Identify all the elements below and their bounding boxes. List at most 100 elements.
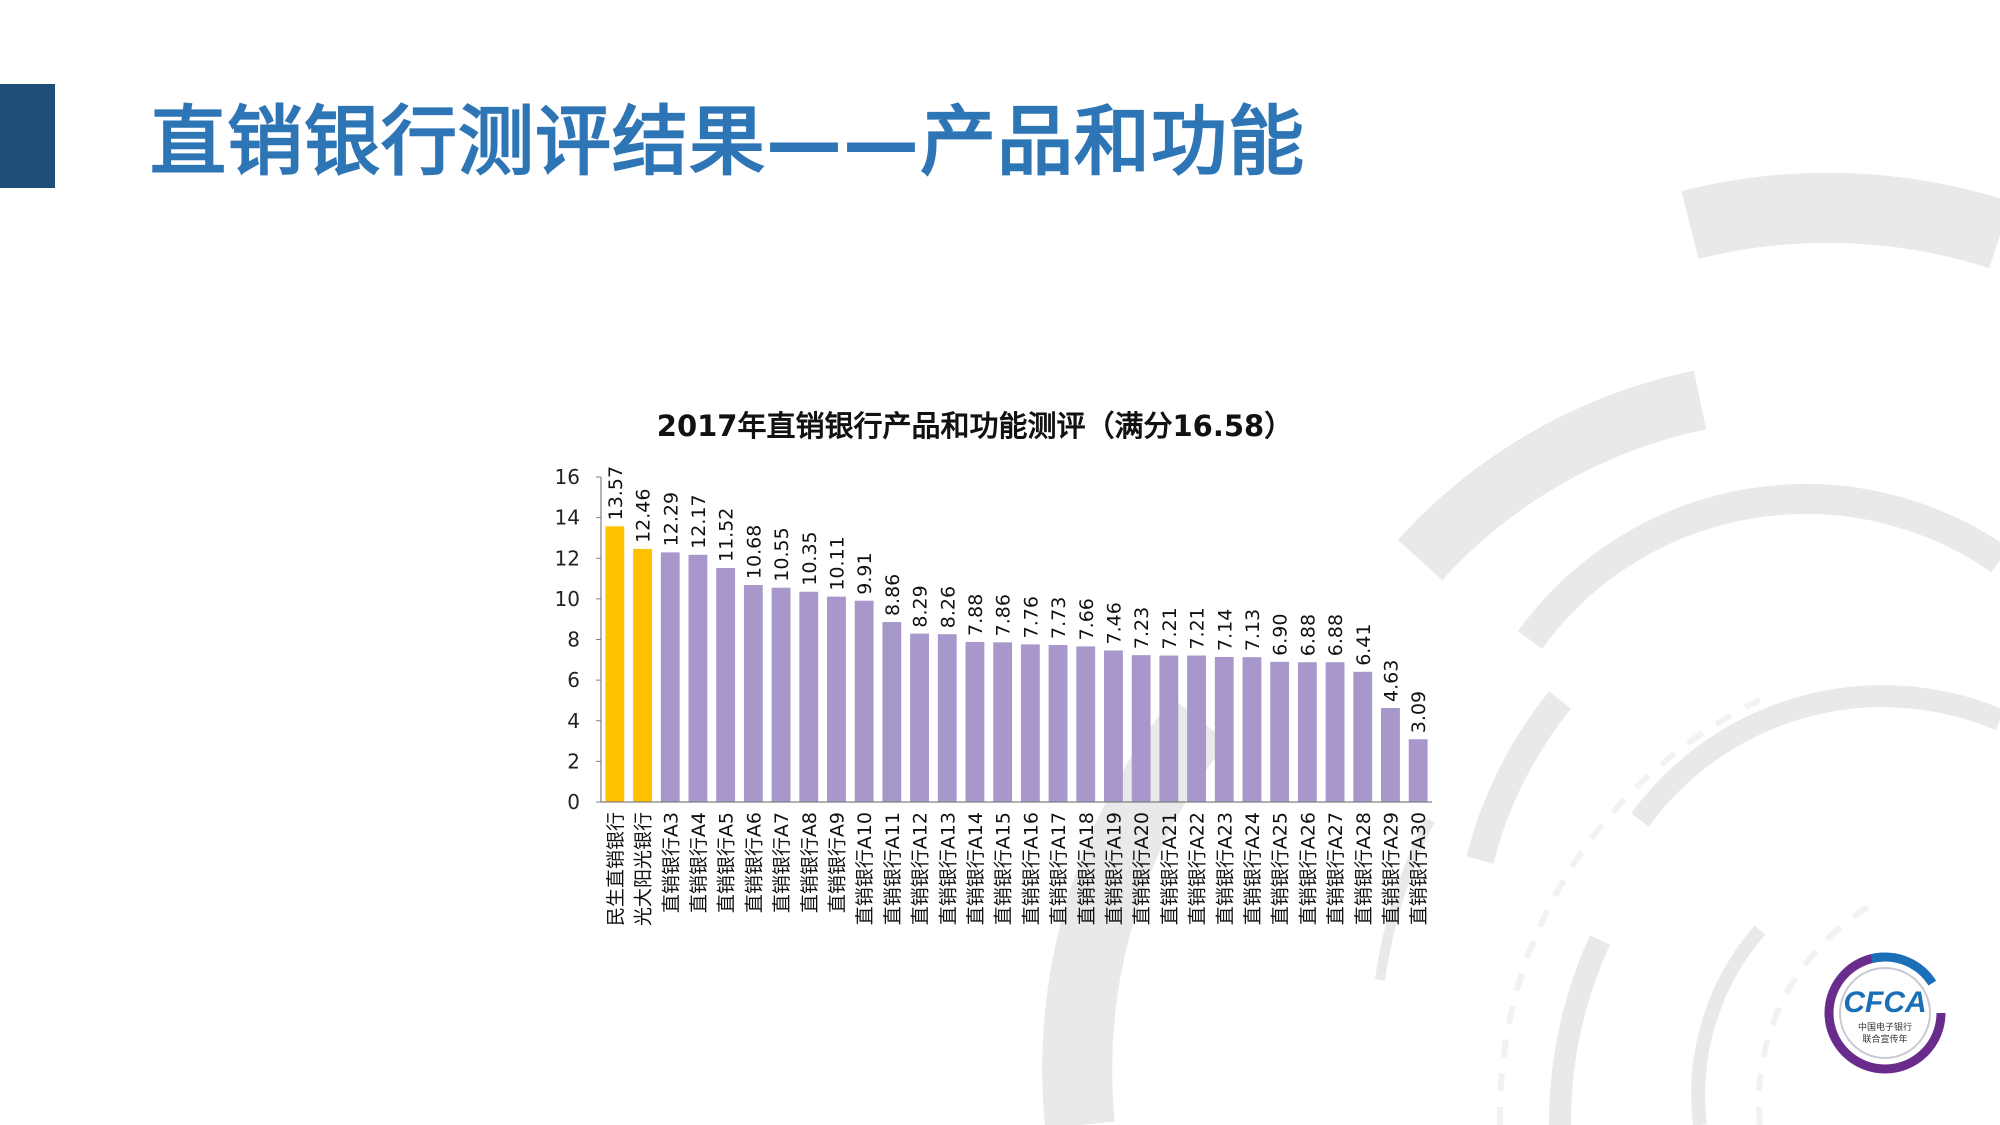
- data-label: 7.23: [1131, 607, 1153, 649]
- y-tick-label: 8: [567, 628, 580, 652]
- bar: [1325, 662, 1345, 802]
- category-label: 直销银行A21: [1159, 812, 1181, 925]
- category-label: 直销银行A29: [1380, 812, 1402, 925]
- page-title: 直销银行测评结果——产品和功能: [150, 97, 1305, 186]
- category-label: 直销银行A22: [1187, 812, 1209, 925]
- bar: [993, 642, 1013, 802]
- bar: [827, 596, 846, 802]
- bar: [1131, 655, 1151, 802]
- data-label: 12.46: [633, 489, 655, 543]
- bar: [799, 591, 819, 802]
- bar: [1381, 707, 1400, 802]
- bar: [1408, 739, 1428, 802]
- bar: [1353, 671, 1373, 802]
- data-label: 10.35: [799, 531, 821, 585]
- y-tick-label: 16: [555, 465, 580, 489]
- category-label: 直销银行A3: [660, 812, 682, 913]
- category-label: 直销银行A19: [1103, 812, 1125, 925]
- category-label: 民生直销银行: [605, 812, 627, 926]
- category-label: 直销银行A12: [910, 812, 932, 925]
- cfca-logo: CFCA 中国电子银行 联合宣传年: [1824, 952, 1946, 1074]
- logo-text: CFCA: [1843, 986, 1926, 1019]
- bar: [1297, 662, 1317, 802]
- category-labels: 民生直销银行 光大阳光银行 直销银行A3 直销银行A4 直销银行A5 直销银行A6 直销银行…: [605, 812, 1430, 926]
- category-label: 直销银行A5: [716, 812, 738, 913]
- category-label: 直销银行A17: [1048, 812, 1070, 925]
- category-label: 光大阳光银行: [633, 812, 655, 926]
- bar: [1104, 650, 1123, 802]
- data-label: 7.21: [1187, 607, 1209, 649]
- data-label: 4.63: [1380, 660, 1402, 702]
- bar-series: [605, 526, 1428, 802]
- bar: [633, 548, 652, 802]
- data-label: 7.66: [1076, 598, 1098, 640]
- category-label: 直销银行A30: [1408, 812, 1430, 925]
- category-label: 直销银行A6: [743, 812, 765, 913]
- bar: [771, 587, 791, 802]
- data-label: 7.73: [1048, 597, 1070, 639]
- category-label: 直销银行A28: [1353, 812, 1375, 925]
- bar: [743, 585, 763, 802]
- category-label: 直销银行A24: [1242, 812, 1264, 925]
- y-axis-ticks: 0 2 4 6 8 10 12 14 16: [555, 465, 601, 814]
- category-label: 直销银行A26: [1297, 812, 1319, 925]
- y-tick-label: 10: [555, 587, 580, 611]
- y-tick-label: 2: [567, 749, 580, 773]
- data-label: 12.29: [660, 492, 682, 546]
- data-label: 7.76: [1020, 596, 1042, 638]
- y-tick-label: 12: [555, 546, 580, 570]
- bar: [660, 552, 680, 802]
- bar: [605, 526, 625, 802]
- category-label: 直销银行A11: [882, 812, 904, 925]
- bar: [965, 641, 985, 802]
- data-label: 8.26: [937, 586, 959, 628]
- data-label: 3.09: [1408, 691, 1430, 733]
- category-label: 直销银行A4: [688, 812, 710, 913]
- bar: [716, 568, 736, 802]
- data-label: 7.88: [965, 594, 987, 636]
- bar: [688, 554, 708, 802]
- category-label: 直销银行A25: [1270, 812, 1292, 925]
- logo-subtext-line2: 联合宣传年: [1862, 1033, 1907, 1045]
- bar: [1214, 656, 1234, 802]
- category-label: 直销银行A13: [937, 812, 959, 925]
- data-label: 8.29: [910, 585, 932, 627]
- data-label: 7.46: [1103, 602, 1125, 644]
- data-label: 7.14: [1214, 609, 1236, 651]
- data-label: 6.88: [1297, 614, 1319, 656]
- data-label: 6.41: [1353, 623, 1375, 665]
- y-tick-label: 4: [567, 709, 580, 733]
- bar: [937, 634, 957, 802]
- bar: [910, 633, 929, 802]
- bar: [882, 622, 902, 802]
- category-label: 直销银行A7: [771, 812, 793, 913]
- category-label: 直销银行A8: [799, 812, 821, 913]
- data-label: 9.91: [854, 552, 876, 594]
- data-labels: 13.57 12.46 12.29 12.17 11.52 10.68 10.55 10.35…: [605, 466, 1430, 733]
- y-tick-label: 0: [567, 790, 580, 814]
- bar: [1270, 661, 1290, 802]
- bar: [1048, 644, 1068, 802]
- data-label: 8.86: [882, 574, 904, 616]
- bar: [1187, 655, 1206, 802]
- data-label: 7.86: [993, 594, 1015, 636]
- data-label: 10.11: [826, 536, 848, 590]
- data-label: 11.52: [716, 508, 738, 562]
- category-label: 直销银行A9: [826, 812, 848, 913]
- data-label: 12.17: [688, 494, 710, 548]
- data-label: 6.88: [1325, 614, 1347, 656]
- category-label: 直销银行A10: [854, 812, 876, 925]
- bar: [1076, 646, 1096, 802]
- data-label: 10.68: [743, 525, 765, 579]
- logo-subtext-line1: 中国电子银行: [1858, 1021, 1912, 1033]
- bar: [854, 600, 874, 802]
- category-label: 直销银行A14: [965, 812, 987, 925]
- bar: [1242, 657, 1262, 802]
- category-label: 直销银行A20: [1131, 812, 1153, 925]
- category-label: 直销银行A23: [1214, 812, 1236, 925]
- y-tick-label: 14: [555, 506, 580, 530]
- data-label: 13.57: [605, 466, 627, 520]
- chart-title: 2017年直销银行产品和功能测评（满分16.58）: [656, 409, 1294, 443]
